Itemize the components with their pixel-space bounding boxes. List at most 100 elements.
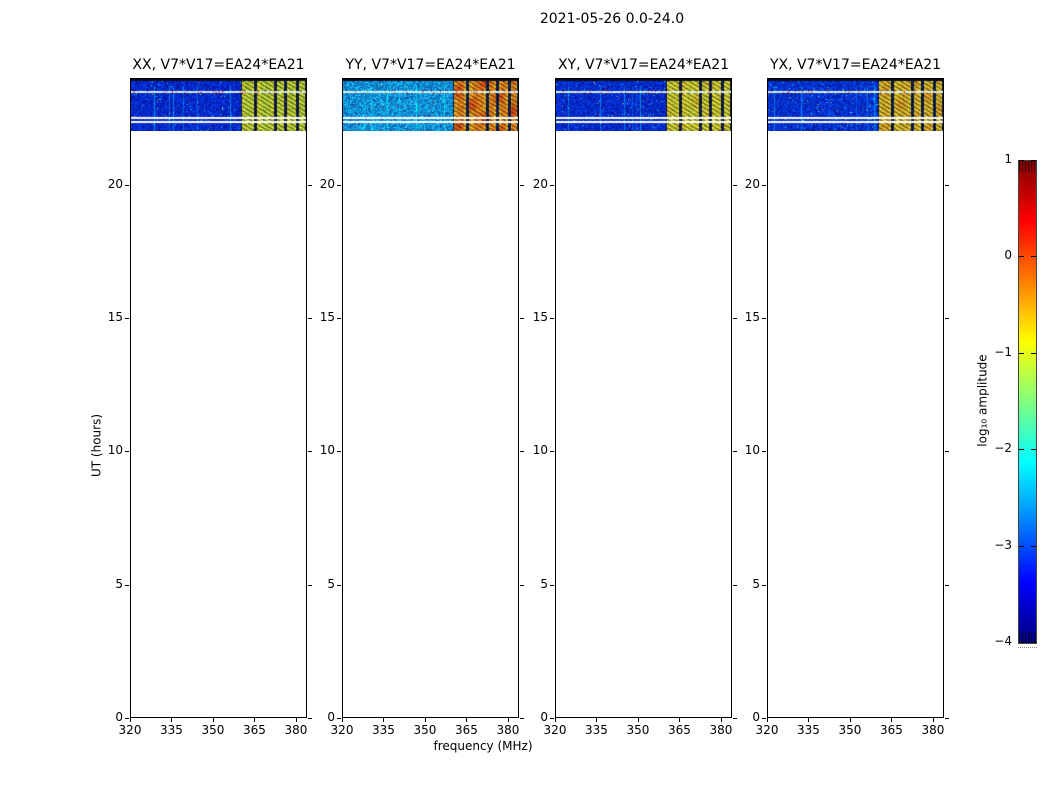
colorbar-tick-mark: [1031, 160, 1036, 161]
colorbar-tick-mark: [1019, 160, 1024, 161]
y-tick-label: 5: [752, 576, 760, 591]
x-tick-mark: [849, 718, 851, 722]
y-tick-mark: [945, 318, 949, 319]
y-tick-mark: [733, 318, 737, 319]
colorbar-tick-label: 0: [1004, 248, 1012, 263]
y-tick-label: 10: [107, 443, 123, 458]
y-tick-mark: [520, 584, 524, 586]
x-tick-mark: [130, 718, 131, 722]
x-tick-label: 335: [372, 723, 395, 737]
y-tick-label: 0: [115, 710, 123, 724]
x-tick-label: 380: [284, 723, 308, 737]
y-tick-label: 5: [115, 576, 123, 591]
y-tick-mark: [733, 184, 737, 186]
subplot-axes-yy: [342, 78, 519, 718]
colorbar-tick-mark: [1031, 449, 1036, 451]
y-tick-label: 15: [107, 310, 123, 324]
colorbar-tick-mark: [1019, 256, 1024, 258]
y-tick-label: 10: [744, 443, 760, 458]
y-tick-mark: [308, 718, 312, 719]
y-tick-mark: [308, 451, 312, 453]
x-tick-label: 350: [626, 723, 650, 737]
x-tick-mark: [555, 718, 556, 722]
spectrogram-image-xx: [131, 79, 306, 131]
y-tick-label: 10: [532, 443, 548, 458]
y-tick-mark: [337, 318, 341, 319]
y-tick-label: 0: [327, 710, 335, 724]
colorbar-tick-label: −1: [994, 344, 1012, 359]
x-tick-label: 335: [797, 723, 820, 737]
x-tick-label: 320: [118, 723, 142, 737]
y-tick-mark: [308, 584, 312, 586]
x-tick-label: 320: [543, 723, 567, 737]
x-tick-label: 350: [413, 723, 437, 737]
y-tick-mark: [733, 584, 737, 586]
x-tick-mark: [507, 718, 509, 722]
colorbar-under-hatch: [1019, 632, 1036, 643]
y-tick-mark: [733, 451, 737, 453]
x-tick-mark: [891, 718, 893, 722]
x-tick-mark: [932, 718, 934, 722]
y-tick-label: 10: [319, 443, 335, 458]
y-tick-mark: [945, 718, 949, 719]
colorbar-tick-mark: [1031, 642, 1036, 643]
subplot-axes-xy: [555, 78, 732, 718]
y-tick-mark: [550, 584, 554, 586]
x-tick-mark: [212, 718, 214, 722]
y-tick-mark: [945, 584, 949, 586]
y-tick-mark: [762, 584, 766, 586]
subplot-axes-yx: [767, 78, 944, 718]
y-tick-label: 15: [744, 310, 760, 324]
y-tick-mark: [733, 718, 737, 719]
colorbar-tick-mark: [1019, 545, 1024, 547]
x-tick-label: 350: [838, 723, 862, 737]
colorbar-tick-mark: [1031, 352, 1036, 354]
y-tick-mark: [125, 318, 129, 319]
colorbar-over-hatch: [1019, 161, 1036, 172]
y-tick-mark: [762, 451, 766, 453]
x-tick-mark: [596, 718, 598, 722]
panel-title-yx: YX, V7*V17=EA24*EA21: [769, 57, 942, 73]
y-tick-mark: [945, 184, 949, 186]
y-tick-mark: [520, 451, 524, 453]
x-tick-mark: [424, 718, 426, 722]
x-tick-mark: [720, 718, 722, 722]
y-tick-mark: [337, 184, 341, 186]
x-axis-label: frequency (MHz): [433, 739, 533, 753]
x-tick-label: 320: [755, 723, 779, 737]
x-tick-label: 365: [243, 723, 266, 737]
panel-title-xx: XX, V7*V17=EA24*EA21: [132, 57, 305, 73]
colorbar-tick-label: −4: [994, 634, 1012, 648]
y-tick-label: 20: [744, 176, 760, 191]
colorbar-tick-label: −3: [994, 537, 1012, 552]
y-tick-mark: [125, 718, 129, 719]
y-tick-label: 15: [532, 310, 548, 324]
x-tick-label: 320: [330, 723, 354, 737]
spectrogram-image-yx: [768, 79, 943, 131]
x-tick-label: 380: [709, 723, 733, 737]
colorbar-tick-label: 1: [1004, 152, 1012, 166]
colorbar-tick-label: −2: [994, 441, 1012, 456]
colorbar-tick-mark: [1031, 545, 1036, 547]
y-tick-mark: [520, 184, 524, 186]
x-tick-mark: [637, 718, 639, 722]
x-tick-label: 365: [880, 723, 903, 737]
x-tick-mark: [466, 718, 468, 722]
colorbar: [1018, 160, 1037, 644]
x-tick-label: 350: [201, 723, 225, 737]
x-tick-mark: [295, 718, 297, 722]
x-tick-mark: [254, 718, 256, 722]
y-tick-label: 20: [532, 176, 548, 191]
x-tick-mark: [808, 718, 810, 722]
y-tick-mark: [945, 451, 949, 453]
panel-title-xy: XY, V7*V17=EA24*EA21: [557, 57, 730, 73]
y-tick-mark: [550, 318, 554, 319]
y-tick-mark: [550, 184, 554, 186]
x-tick-label: 335: [160, 723, 183, 737]
y-tick-mark: [550, 718, 554, 719]
y-tick-mark: [762, 318, 766, 319]
y-tick-mark: [337, 451, 341, 453]
y-tick-label: 20: [319, 176, 335, 191]
y-tick-mark: [520, 318, 524, 319]
